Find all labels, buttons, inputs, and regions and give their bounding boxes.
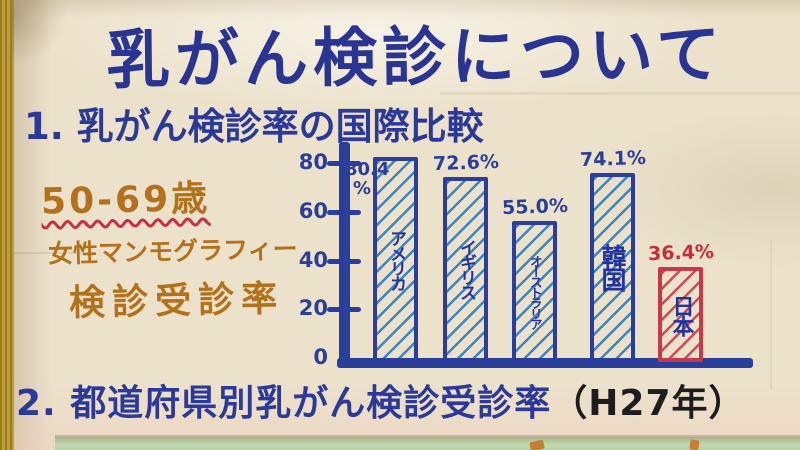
- poster-title: 乳がん検診について: [105, 18, 726, 99]
- bar-label-uk: イギリス: [456, 239, 476, 300]
- y-tick-label: 0: [313, 345, 328, 369]
- y-tick: [327, 209, 361, 215]
- y-tick-label: 20: [298, 296, 328, 321]
- bar-usa: アメリカ: [373, 157, 418, 362]
- section-2-text: 2. 都道府県別乳がん検診受診率: [16, 383, 552, 424]
- section-1-heading: 1. 乳がん検診率の国際比較: [24, 105, 484, 148]
- partial-text-mark: [529, 439, 545, 450]
- bar-value-usa: 80.4%: [345, 159, 390, 199]
- bar-label-australia: オーストラリア: [527, 254, 543, 329]
- section-2-year: （H27年）: [551, 383, 746, 424]
- bar-label-usa: アメリカ: [386, 229, 406, 290]
- paper-crease: [14, 252, 84, 254]
- age-range-label: 50-69歳: [40, 178, 211, 223]
- bar-australia: オーストラリア: [512, 220, 557, 362]
- paper-crease: [770, 240, 772, 390]
- y-tick: [327, 307, 361, 313]
- bar-japan: 日本: [658, 267, 703, 362]
- mammography-label: 女性マンモグラフィー: [47, 234, 298, 269]
- bar-value-uk: 72.6%: [432, 150, 500, 175]
- section-2-heading: 2. 都道府県別乳がん検診受診率（H27年）: [16, 374, 746, 426]
- screening-rate-label: 検診受診率: [68, 278, 285, 325]
- y-axis-line: [339, 142, 350, 368]
- bar-korea: 韓国: [590, 172, 635, 362]
- bar-label-korea: 韓国: [598, 244, 627, 291]
- y-tick-label: 80: [298, 150, 328, 174]
- partial-text-mark: [689, 439, 700, 450]
- y-tick: [327, 161, 361, 166]
- y-tick-label: 60: [298, 198, 328, 223]
- paper-corner-curl: [12, 0, 72, 70]
- bar-chart: 80 60 40 20 0 アメリカ 80.4% イギリス 72.6% オーストラリア 55.0% 韓…: [290, 132, 770, 378]
- wall-strip: [0, 0, 14, 450]
- y-tick: [327, 258, 361, 264]
- bar-value-japan: 36.4%: [647, 240, 715, 266]
- second-poster-strip: [55, 437, 800, 450]
- x-baseline: [337, 358, 753, 368]
- age-note-block: 50-69歳 女性マンモグラフィー 検診受診率: [40, 167, 299, 326]
- bar-value-korea: 74.1%: [579, 146, 647, 171]
- bar-uk: イギリス: [443, 176, 488, 362]
- bar-value-australia: 55.0%: [501, 194, 569, 219]
- y-tick-label: 40: [298, 247, 328, 272]
- bar-label-japan: 日本: [668, 294, 694, 335]
- paper-crease: [440, 92, 800, 95]
- value-number: 80.4: [345, 159, 390, 180]
- value-percent-sign: %: [352, 177, 372, 199]
